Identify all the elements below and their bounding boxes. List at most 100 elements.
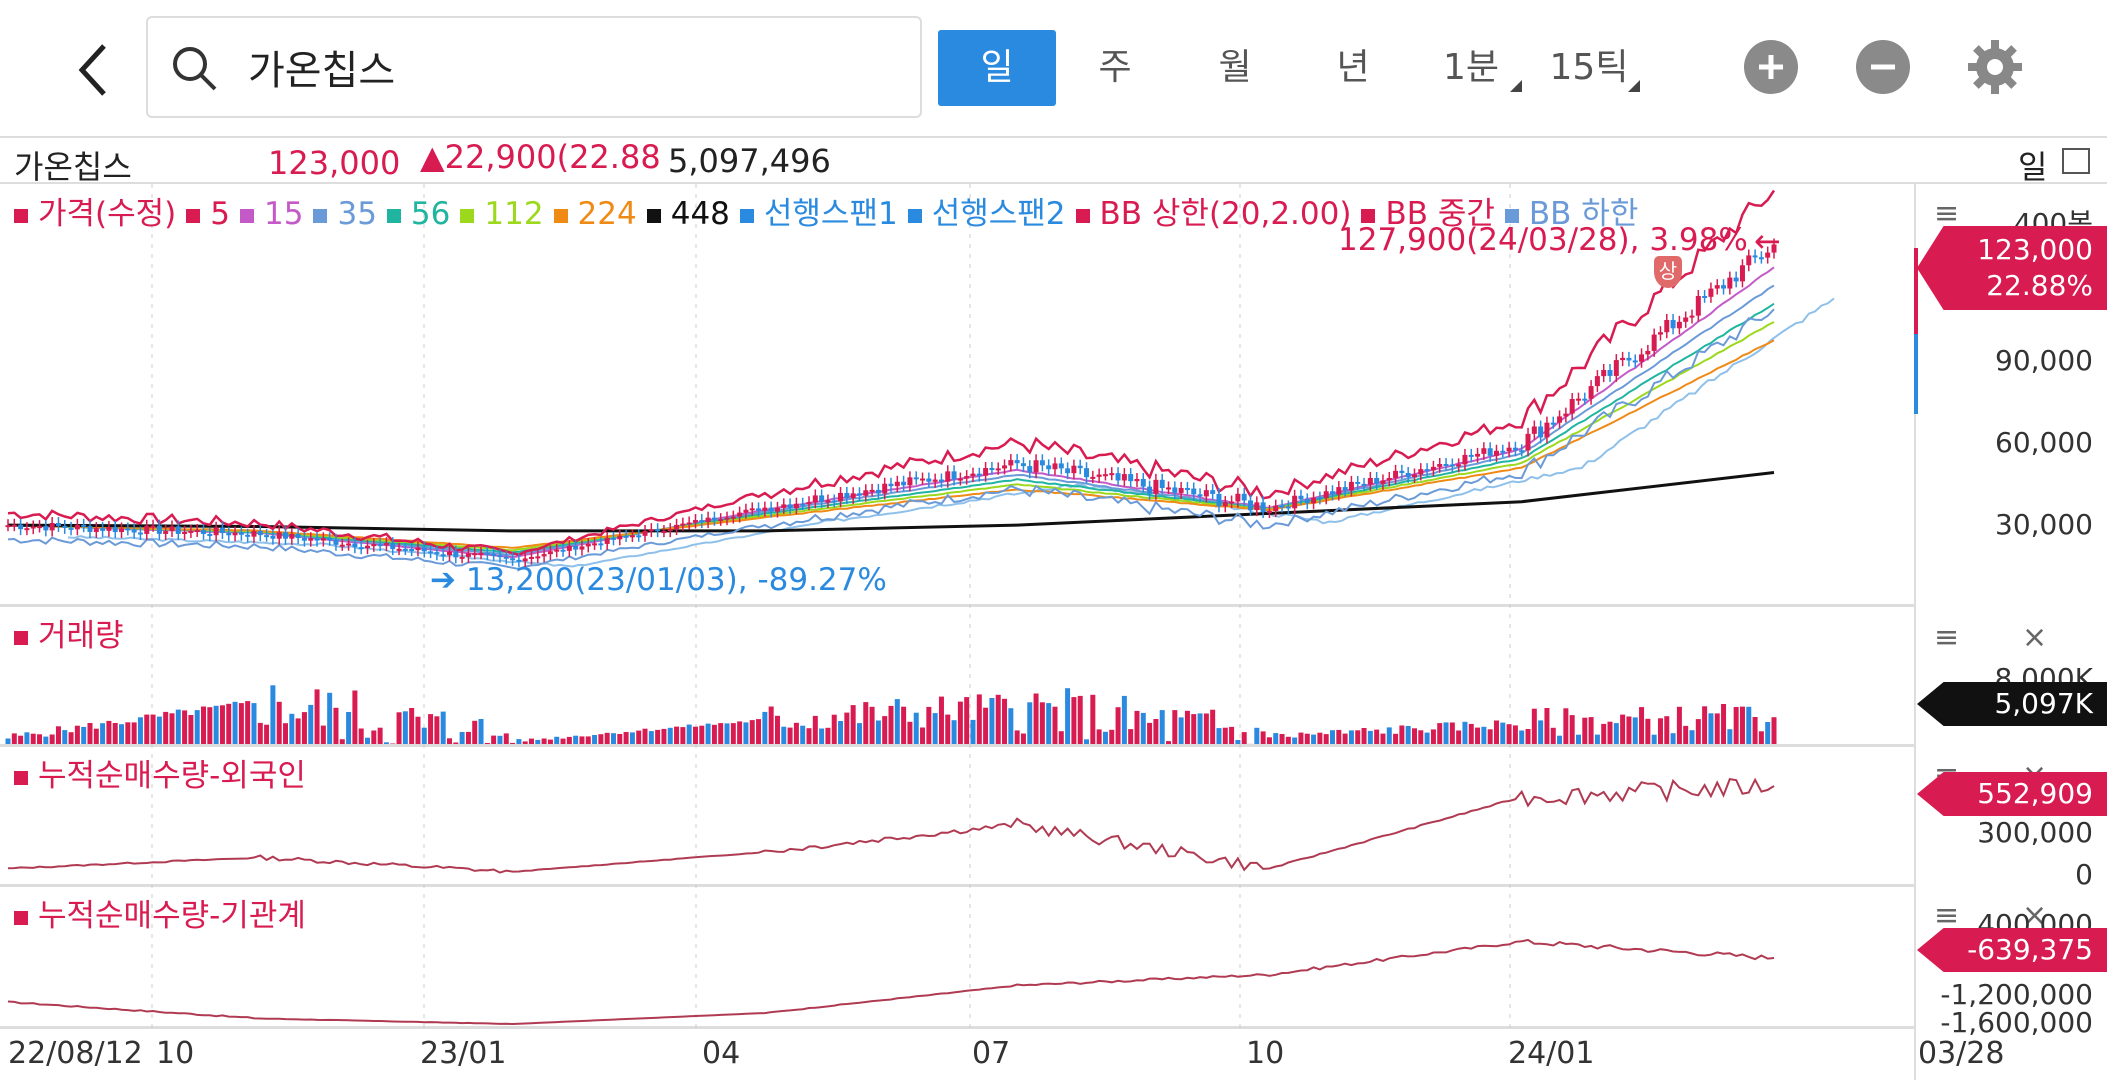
candle <box>1071 465 1077 474</box>
volume-bar <box>756 719 762 744</box>
volume-bar <box>333 707 339 744</box>
search-box[interactable]: 가온칩스 <box>146 16 922 118</box>
candle <box>516 559 522 562</box>
candle <box>1544 422 1550 438</box>
volume-bar <box>1014 730 1020 744</box>
candle <box>844 492 850 499</box>
candle <box>800 503 806 506</box>
x-axis-label: 04 <box>702 1036 741 1071</box>
volume-bar <box>1178 717 1184 744</box>
volume-bar <box>390 743 396 744</box>
candle <box>1039 460 1045 466</box>
tab-minute[interactable]: 1분 <box>1412 30 1530 106</box>
volume-bar <box>1601 723 1607 744</box>
volume-bar <box>964 697 970 744</box>
back-arrow-icon[interactable] <box>70 40 120 100</box>
candle <box>680 523 686 526</box>
volume-bar <box>787 727 793 744</box>
volume-bar <box>610 733 616 744</box>
search-icon[interactable] <box>170 44 220 94</box>
candle <box>970 473 976 477</box>
volume-bar <box>617 734 623 744</box>
legend-swatch <box>14 770 28 785</box>
candle <box>1639 354 1645 362</box>
candle <box>1197 494 1203 497</box>
gear-icon[interactable] <box>1966 38 2024 96</box>
candle <box>1374 477 1380 484</box>
volume-bar <box>1468 723 1474 744</box>
volume-bar <box>1084 739 1090 744</box>
volume-bar <box>547 739 553 744</box>
minus-circle-icon[interactable] <box>1856 40 1910 94</box>
volume-bar <box>1588 717 1594 744</box>
volume-bar <box>1153 719 1159 744</box>
candle <box>787 504 793 509</box>
candle <box>510 558 516 561</box>
volume-bar <box>409 708 415 744</box>
candle <box>93 528 99 532</box>
volume-bar <box>1462 721 1468 744</box>
candle <box>1645 350 1651 355</box>
candle <box>1550 422 1556 425</box>
legend-label: BB 중간 <box>1385 196 1495 232</box>
candle <box>478 552 484 555</box>
volume-bar <box>566 736 572 744</box>
candle <box>1601 369 1607 377</box>
volume-bar <box>522 741 528 744</box>
tab-tick[interactable]: 15틱 <box>1530 30 1648 106</box>
candle <box>1594 376 1600 387</box>
candle <box>112 526 118 533</box>
volume-bar <box>169 713 175 744</box>
close-icon[interactable]: × <box>2022 620 2048 655</box>
candle <box>1002 465 1008 469</box>
volume-bar <box>636 730 642 744</box>
pane-menu-icon[interactable]: ≡ <box>1934 620 1960 655</box>
volume-legend: 거래량 <box>14 610 134 655</box>
y-axis-label: 0 <box>2075 858 2093 891</box>
candle <box>1115 473 1121 481</box>
pane-menu-icon[interactable]: ≡ <box>1934 196 1960 231</box>
bb-lower-line <box>7 308 1775 571</box>
tab-week[interactable]: 주 <box>1056 30 1174 106</box>
tab-year[interactable]: 년 <box>1294 30 1412 106</box>
volume-bar <box>598 734 604 744</box>
volume-bar <box>983 707 989 744</box>
foreign-legend: 누적순매수량-외국인 <box>14 750 316 795</box>
candle <box>226 533 232 536</box>
tab-day[interactable]: 일 <box>938 30 1056 106</box>
volume-bar <box>365 737 371 744</box>
volume-bar <box>907 721 913 744</box>
pane-menu-icon[interactable]: ≡ <box>1934 898 1960 933</box>
volume-bar <box>81 726 87 744</box>
volume-bar <box>1626 716 1632 744</box>
candle <box>465 553 471 557</box>
candle <box>1342 487 1348 491</box>
volume-bar <box>465 731 471 744</box>
volume-bar <box>1159 710 1165 744</box>
volume-bar <box>1563 708 1569 744</box>
plus-circle-icon[interactable] <box>1744 40 1798 94</box>
volume-bar <box>1733 707 1739 744</box>
candle <box>276 532 282 539</box>
legend-item: BB 중간 <box>1361 196 1495 232</box>
candle <box>283 532 289 539</box>
price-range-bar-down <box>1914 334 1918 414</box>
volume-bar <box>213 705 219 744</box>
volume-bar <box>137 717 143 744</box>
candle <box>1102 474 1108 477</box>
tab-month[interactable]: 월 <box>1176 30 1294 106</box>
volume-bar <box>415 716 421 744</box>
volume-bar <box>629 732 635 744</box>
legend-swatch <box>1075 208 1090 223</box>
volume-bar <box>156 716 162 744</box>
fullscreen-icon[interactable] <box>2062 148 2090 174</box>
candle <box>926 478 932 482</box>
volume-bar <box>579 736 585 744</box>
bb-upper-line <box>7 189 1776 557</box>
stock-chart-canvas[interactable] <box>0 184 1914 1036</box>
close-icon[interactable]: × <box>2022 898 2048 933</box>
x-axis-label: 10 <box>1246 1036 1285 1071</box>
volume-bar <box>1481 726 1487 744</box>
volume-bar <box>283 723 289 744</box>
search-input[interactable]: 가온칩스 <box>248 48 396 94</box>
